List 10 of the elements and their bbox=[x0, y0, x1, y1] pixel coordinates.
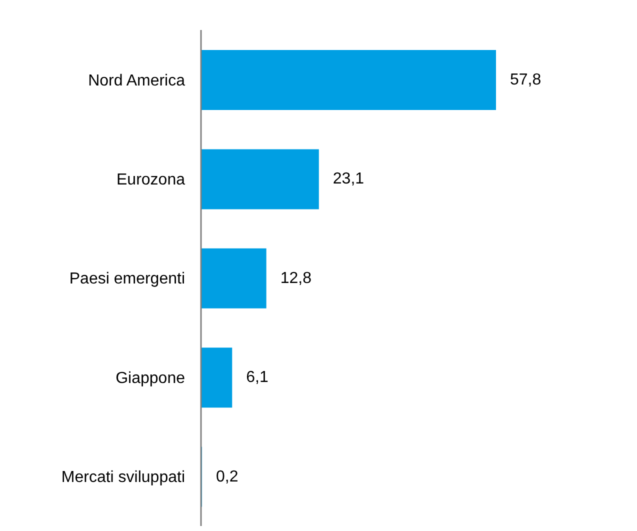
y-tick-label: Giappone bbox=[116, 370, 186, 387]
data-label: 0,2 bbox=[216, 468, 238, 486]
data-label: 6,1 bbox=[246, 369, 268, 386]
y-tick-label: Mercati sviluppati bbox=[61, 469, 185, 486]
data-label: 23,1 bbox=[332, 170, 364, 188]
y-tick-label: Paesi emergenti bbox=[69, 270, 185, 288]
y-tick-label: Eurozona bbox=[116, 171, 186, 188]
y-tick-label: Nord America bbox=[88, 72, 186, 90]
data-label: 57,8 bbox=[510, 72, 542, 88]
data-label: 12,8 bbox=[280, 270, 312, 287]
